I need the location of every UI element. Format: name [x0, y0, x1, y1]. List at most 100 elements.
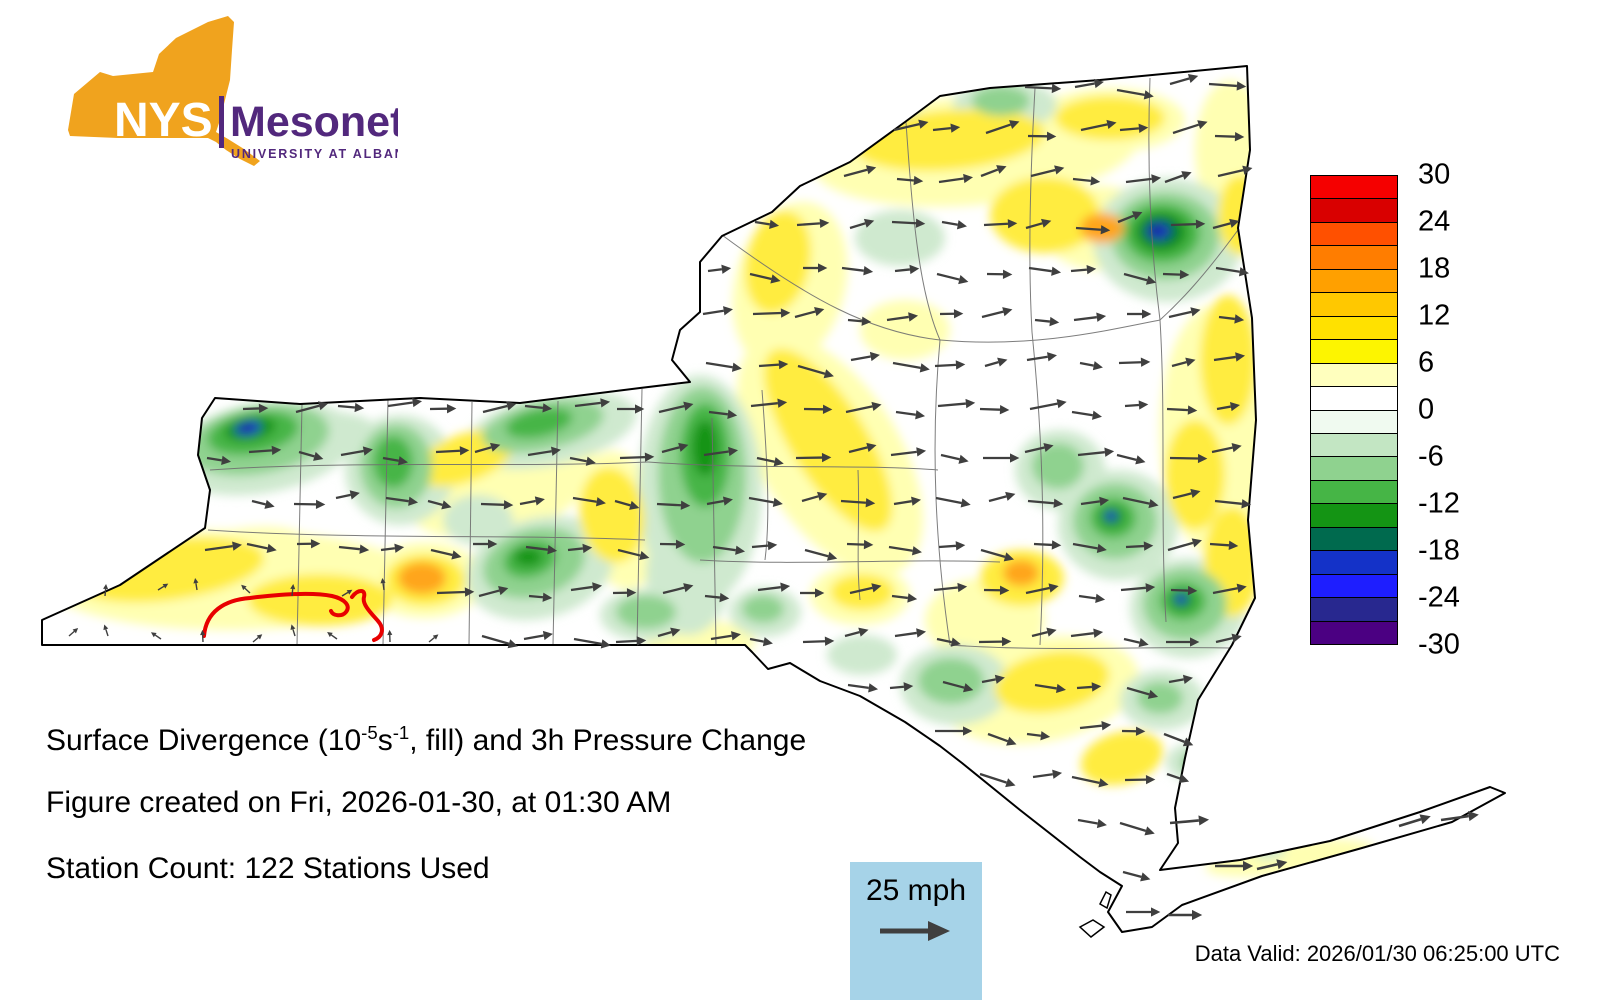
wind-arrow [661, 442, 689, 454]
wind-arrow [1118, 357, 1151, 367]
wind-arrow [936, 272, 969, 285]
divergence-blob [692, 420, 718, 476]
colorbar-tick-label: -18 [1418, 534, 1460, 567]
county-line [382, 398, 389, 646]
wind-arrow [1071, 410, 1102, 420]
wind-arrow [1116, 88, 1154, 100]
wind-arrow [1171, 357, 1196, 368]
wind-arrow [938, 541, 966, 551]
logo-acronym: NYS [114, 94, 213, 147]
county-line [711, 417, 717, 646]
divergence-blob [827, 635, 897, 675]
wind-arrow [1077, 818, 1107, 829]
divergence-blob [918, 658, 984, 704]
colorbar-band [1311, 480, 1397, 505]
county-line [857, 469, 861, 601]
wind-arrow [1121, 726, 1146, 736]
divergence-blob [860, 300, 950, 360]
county-line [1159, 229, 1239, 321]
wind-arrow [979, 772, 1016, 788]
colorbar-band [1311, 504, 1397, 528]
wind-arrow [427, 499, 452, 510]
county-borders [207, 77, 1239, 650]
divergence-blob [742, 595, 784, 623]
divergence-blob [248, 574, 392, 626]
wind-arrow [804, 548, 838, 561]
wind-arrow [845, 401, 882, 414]
wind-arrow [482, 401, 517, 414]
wind-arrow [430, 548, 462, 560]
wind-arrow [1024, 442, 1054, 454]
wind-arrow [758, 359, 789, 370]
colorbar-tick-label: -12 [1418, 487, 1460, 520]
wind-arrow [840, 498, 876, 508]
wind-arrow [896, 175, 924, 186]
wind-arrow [802, 636, 835, 646]
wind-arrow [1215, 860, 1254, 872]
wind-arrow [1122, 496, 1159, 509]
wind-arrow [573, 637, 611, 649]
divergence-blob [505, 407, 573, 439]
divergence-blob [443, 495, 513, 545]
wind-arrow [890, 447, 927, 457]
wind-arrow [474, 442, 501, 454]
wind-arrow [984, 357, 1008, 368]
colorbar-tick-label: 24 [1418, 205, 1451, 238]
wind-arrow [572, 496, 606, 507]
wind-arrow [1077, 447, 1115, 457]
county-line [209, 461, 649, 471]
wind-arrow [1172, 120, 1208, 135]
county-line [207, 529, 646, 541]
divergence-blob [972, 86, 1030, 116]
wind-arrow [985, 120, 1020, 135]
wind-arrow [889, 682, 914, 692]
wind-arrow [341, 589, 353, 597]
wind-arrow [1215, 633, 1242, 644]
wind-arrow [939, 309, 964, 319]
county-line [939, 319, 1161, 343]
divergence-blob [855, 210, 945, 266]
wind-arrow [942, 680, 974, 693]
logo-tagline: UNIVERSITY AT ALBANY [231, 147, 398, 161]
wind-arrow [892, 361, 930, 373]
wind-arrow [523, 630, 553, 641]
wind-arrow [844, 627, 869, 638]
wind-arrow [1073, 312, 1107, 322]
divergence-blob [514, 548, 542, 566]
wind-arrow [1212, 218, 1240, 230]
county-line [468, 401, 473, 646]
divergence-blob [1137, 682, 1183, 714]
wind-arrow [1166, 772, 1190, 783]
wind-arrow [1123, 637, 1149, 648]
wind-arrow [657, 627, 681, 638]
title-superscript: -5 [361, 722, 378, 743]
wind-arrow [1213, 352, 1246, 362]
title-text: Surface Divergence (10 [46, 724, 362, 757]
wind-arrow [1072, 176, 1101, 186]
wind-arrow [478, 586, 509, 598]
wind-arrow [1125, 174, 1162, 184]
colorbar-tick-label: 30 [1418, 158, 1451, 191]
logo-wordmark: Mesonet [230, 98, 398, 146]
wind-arrow [574, 398, 611, 408]
wind-arrow [1169, 453, 1208, 464]
divergence-blob [1032, 443, 1084, 489]
wind-arrow [293, 499, 326, 510]
divergence-blob [744, 210, 812, 314]
wind-arrow [1034, 683, 1066, 694]
wind-arrow [843, 165, 877, 178]
wind-arrow [150, 632, 162, 640]
nyc-island [1099, 890, 1112, 910]
wind-arrow [1116, 453, 1146, 465]
wind-arrow [1126, 907, 1161, 917]
wind-arrow [754, 219, 780, 229]
wind-arrow [708, 409, 738, 419]
colorbar-band [1311, 410, 1397, 434]
wind-arrow [894, 264, 920, 275]
wind-arrow [296, 539, 321, 549]
wind-arrow [1031, 627, 1057, 638]
wind-arrow [193, 578, 199, 591]
divergence-blob [1105, 511, 1117, 521]
wind-arrow [1032, 769, 1063, 779]
wind-arrow [519, 496, 545, 506]
